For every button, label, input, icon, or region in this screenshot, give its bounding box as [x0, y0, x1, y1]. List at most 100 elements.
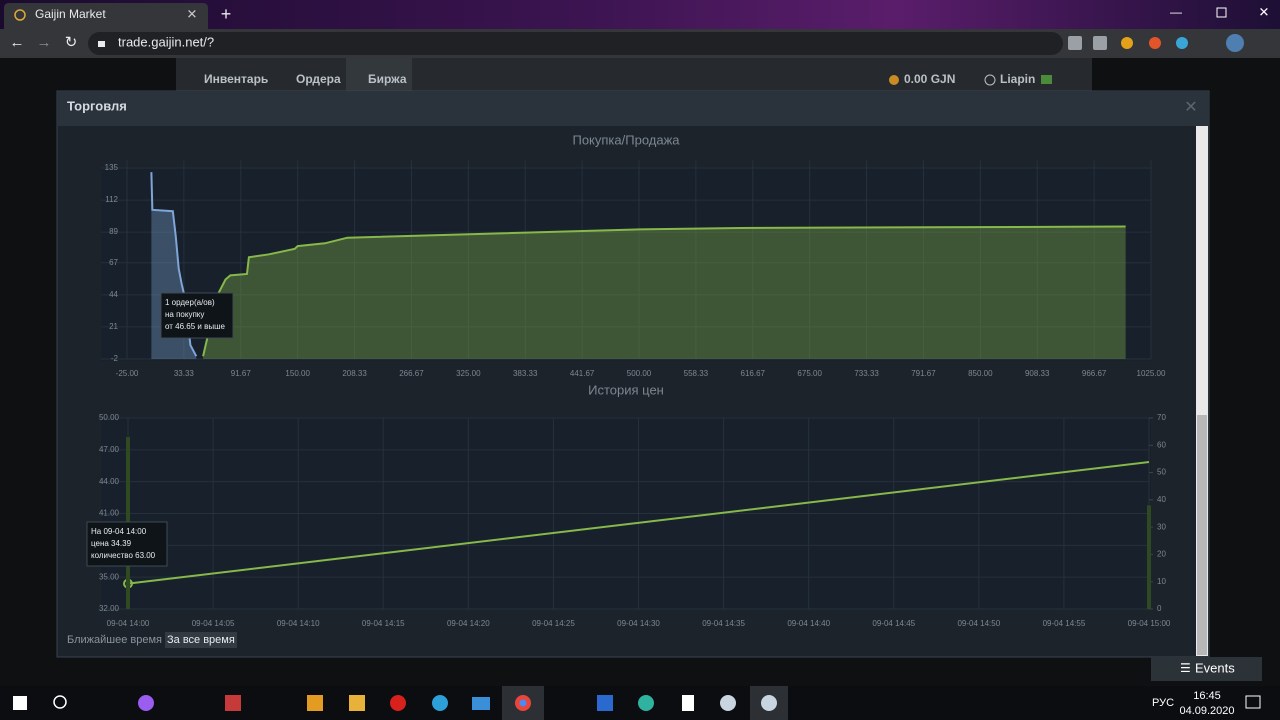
- y2-tick-label: 30: [1157, 522, 1166, 531]
- x-tick-label: 09-04 14:00: [107, 619, 150, 628]
- reload[interactable]: ↻: [65, 34, 78, 51]
- x-tick-label: 09-04 14:15: [362, 619, 405, 628]
- app-icon[interactable]: [349, 695, 365, 711]
- ext-icon[interactable]: [1149, 37, 1161, 49]
- events-button-bg: [1151, 657, 1262, 681]
- range-button[interactable]: Ближайшее время: [67, 634, 162, 646]
- app-icon[interactable]: [472, 697, 490, 710]
- ext-icon[interactable]: [1068, 36, 1082, 50]
- y2-tick-label: 40: [1157, 495, 1166, 504]
- ext-icon[interactable]: [1121, 37, 1133, 49]
- nav-item[interactable]: Биржа: [368, 72, 407, 86]
- app-icon[interactable]: [307, 695, 323, 711]
- tooltip-line: На 09-04 14:00: [91, 527, 147, 536]
- app-icon[interactable]: [138, 695, 154, 711]
- y2-tick-label: 0: [1157, 604, 1162, 613]
- x-tick-label: 09-04 15:00: [1128, 619, 1171, 628]
- x-tick-label: 266.67: [399, 369, 424, 378]
- y-tick-label: 32.00: [99, 604, 120, 613]
- app-icon[interactable]: [720, 695, 736, 711]
- active-tab[interactable]: [4, 3, 208, 29]
- back[interactable]: ←: [10, 34, 25, 51]
- tooltip: 1 ордер(а/ов) на покупку от 46.65 и выше: [160, 292, 234, 339]
- address-bar[interactable]: [88, 32, 1063, 55]
- start-button[interactable]: [13, 696, 27, 710]
- x-tick-label: 09-04 14:45: [872, 619, 915, 628]
- chart-title: История цен: [588, 382, 664, 397]
- tab-close[interactable]: ✕: [187, 6, 198, 21]
- tooltip-box: [160, 292, 234, 339]
- tooltip-box: [86, 521, 168, 567]
- x-tick-label: 966.67: [1082, 369, 1107, 378]
- y-tick-label: 135: [105, 163, 119, 172]
- y-tick-label: 112: [105, 195, 118, 204]
- search[interactable]: [53, 695, 67, 709]
- tooltip-line: цена 34.39: [91, 539, 132, 548]
- username[interactable]: Liapin: [1000, 72, 1035, 86]
- x-tick-label: 09-04 14:25: [532, 619, 575, 628]
- modal-close[interactable]: ✕: [1184, 99, 1197, 116]
- y2-tick-label: 60: [1157, 440, 1166, 449]
- tab-icon: [14, 9, 26, 21]
- nav-active: [346, 58, 412, 92]
- window-close[interactable]: ✕: [1259, 4, 1270, 19]
- y-tick-label: 47.00: [99, 445, 120, 454]
- price-line: [127, 461, 1150, 585]
- clock-date[interactable]: 04.09.2020: [1179, 705, 1234, 717]
- notifications[interactable]: [1245, 695, 1261, 709]
- x-tick-label: 09-04 14:05: [192, 619, 235, 628]
- x-tick-label: 791.67: [911, 369, 936, 378]
- coin-icon: [889, 75, 899, 85]
- mail-icon[interactable]: [1041, 75, 1052, 84]
- x-tick-label: 208.33: [342, 369, 367, 378]
- x-tick-label: 33.33: [174, 369, 195, 378]
- tooltip: На 09-04 14:00 цена 34.39 количество 63.…: [86, 521, 168, 567]
- x-tick-label: 675.00: [797, 369, 822, 378]
- profile[interactable]: [1226, 34, 1244, 52]
- url: trade.gaijin.net/?: [118, 34, 214, 49]
- app-icon[interactable]: [390, 695, 406, 711]
- app-icon[interactable]: [597, 695, 613, 711]
- forward[interactable]: →: [37, 34, 52, 51]
- x-tick-label: 09-04 14:20: [447, 619, 490, 628]
- y-tick-label: 44.00: [99, 477, 120, 486]
- app-icon[interactable]: [225, 695, 241, 711]
- minimize[interactable]: —: [1170, 5, 1182, 19]
- y-tick-label: 35.00: [99, 572, 120, 581]
- app-icon[interactable]: [638, 695, 654, 711]
- x-tick-label: 383.33: [513, 369, 538, 378]
- ext-icon[interactable]: [1093, 36, 1107, 50]
- x-tick-label: 09-04 14:30: [617, 619, 660, 628]
- x-tick-label: 908.33: [1025, 369, 1050, 378]
- language[interactable]: РУС: [1152, 697, 1174, 709]
- x-tick-label: 558.33: [684, 369, 709, 378]
- app-icon[interactable]: [761, 695, 777, 711]
- extensions: [1068, 34, 1244, 52]
- tooltip-line: от 46.65 и выше: [165, 322, 226, 331]
- nav-item[interactable]: Ордера: [296, 72, 341, 86]
- range-button[interactable]: За все время: [167, 634, 235, 646]
- events-button[interactable]: Events: [1195, 660, 1235, 675]
- clock-time[interactable]: 16:45: [1193, 690, 1221, 702]
- scroll-thumb[interactable]: [1197, 415, 1207, 655]
- x-tick-label: 616.67: [741, 369, 766, 378]
- x-tick-label: 850.00: [968, 369, 993, 378]
- nav-item[interactable]: Инвентарь: [204, 72, 268, 86]
- tab-strip: [0, 0, 1280, 29]
- modal-title: Торговля: [67, 98, 127, 113]
- x-tick-label: 09-04 14:40: [787, 619, 830, 628]
- app-icon[interactable]: [432, 695, 448, 711]
- maximize[interactable]: [1216, 7, 1227, 18]
- y-tick-label: 50.00: [99, 413, 120, 422]
- app-icon[interactable]: [682, 695, 694, 711]
- x-tick-label: 09-04 14:35: [702, 619, 745, 628]
- balance[interactable]: 0.00 GJN: [904, 72, 955, 86]
- ext-icon[interactable]: [1176, 37, 1188, 49]
- x-tick-label: 325.00: [456, 369, 481, 378]
- site-nav: [176, 58, 1092, 92]
- x-tick-label: 09-04 14:10: [277, 619, 320, 628]
- new-tab[interactable]: +: [221, 4, 232, 24]
- y-tick-label: -2: [111, 354, 119, 363]
